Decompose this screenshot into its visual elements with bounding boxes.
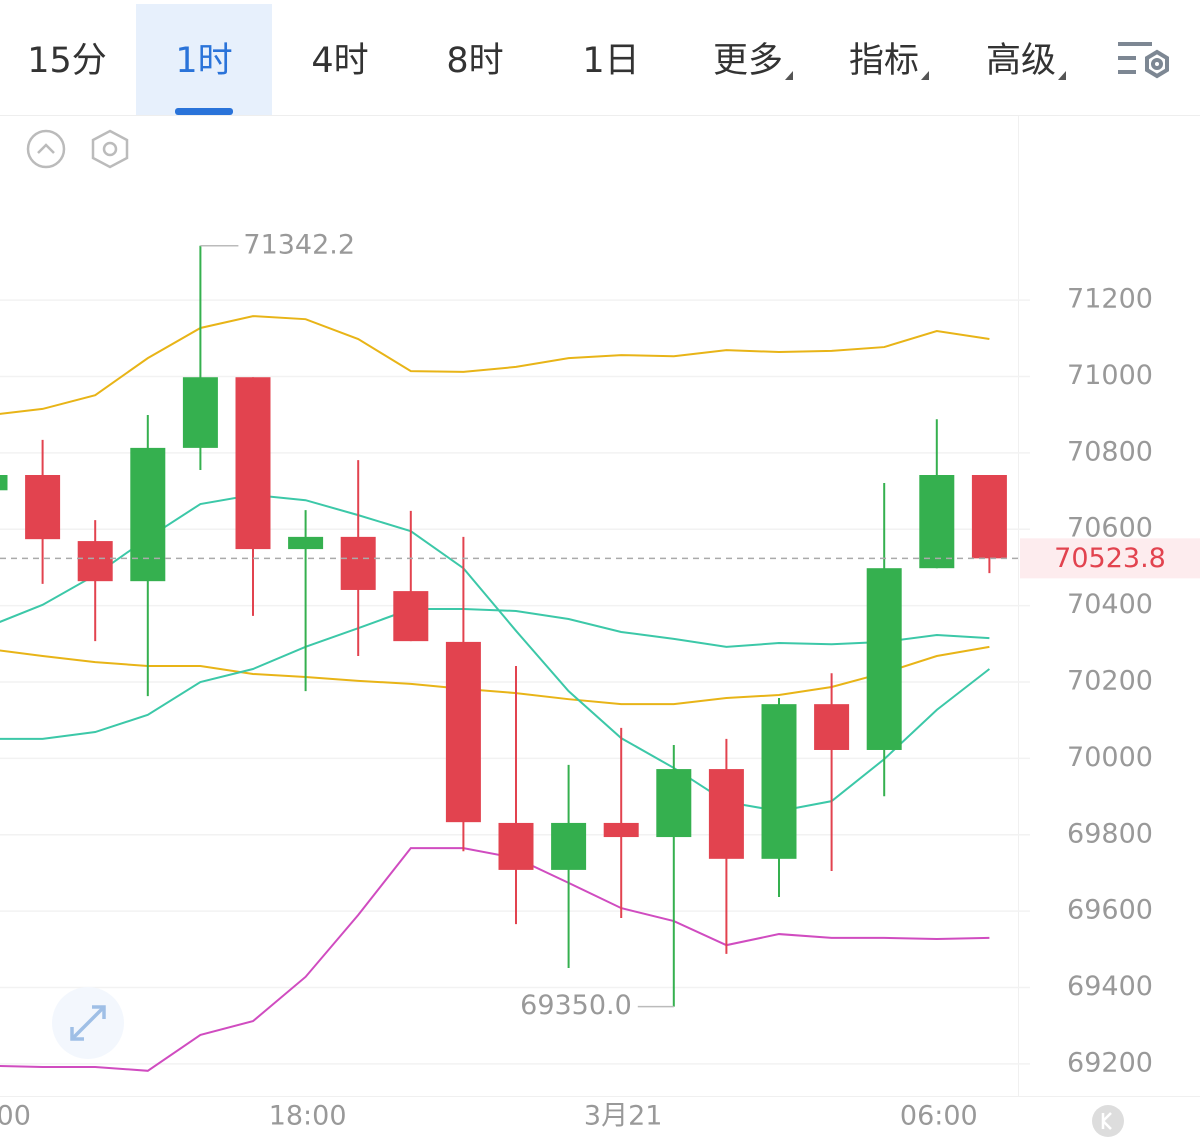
candle-body — [919, 475, 955, 569]
collapse-icon[interactable] — [26, 129, 66, 169]
candle-body — [708, 769, 744, 859]
tab[interactable]: 8时 — [446, 41, 503, 81]
indicator-line — [0, 645, 990, 706]
overlay: 6920069400696006980070000702007040070600… — [0, 229, 1200, 1132]
y-tick-label: 71000 — [1067, 360, 1153, 391]
candle-body — [445, 641, 481, 823]
settings-icon[interactable] — [91, 129, 129, 169]
tab[interactable]: 1日 — [582, 41, 639, 81]
candle-body — [340, 536, 376, 590]
last-price-label: 70523.8 — [1054, 543, 1166, 574]
candle-body — [393, 591, 429, 642]
x-tick-label: 06:00 — [900, 1101, 978, 1132]
candle-body — [814, 704, 850, 750]
k-icon[interactable] — [1092, 1105, 1124, 1137]
tab[interactable]: 高级 — [986, 41, 1056, 81]
candle-body — [498, 822, 534, 870]
indicator-line — [0, 608, 990, 740]
y-tick-label: 71200 — [1067, 284, 1153, 315]
y-tick-label: 69600 — [1067, 895, 1153, 926]
y-tick-label: 69200 — [1067, 1047, 1153, 1078]
active-tab-underline — [175, 108, 233, 115]
plot — [0, 245, 1018, 1072]
tab[interactable]: 更多 — [713, 41, 783, 81]
candle-body — [971, 475, 1007, 559]
tabs: 15分 1时 4时 8时 1日 更多 指标 高级 — [27, 41, 1066, 81]
candle-body — [182, 377, 218, 448]
low-label: 69350.0 — [520, 990, 632, 1021]
candle-body — [288, 536, 324, 550]
candle-body — [235, 377, 271, 550]
y-tick-label: 70200 — [1067, 666, 1153, 697]
candle-body — [656, 769, 692, 838]
x-tick-label: 3月21 — [584, 1101, 663, 1132]
dropdown-marker — [921, 71, 929, 80]
y-tick-label: 70400 — [1067, 589, 1153, 620]
high-label: 71342.2 — [243, 229, 355, 260]
tab[interactable]: 1时 — [175, 41, 232, 81]
candle-body — [0, 475, 8, 491]
x-tick-label: 12:00 — [0, 1101, 31, 1132]
candle-body — [25, 475, 61, 540]
last-price-bg — [1020, 538, 1200, 579]
indicator-line — [0, 315, 990, 415]
x-tick-label: 18:00 — [269, 1101, 347, 1132]
candle-body — [761, 704, 797, 859]
y-tick-label: 69800 — [1067, 818, 1153, 849]
dropdown-marker — [1058, 71, 1066, 80]
candle-body — [603, 822, 639, 838]
tab[interactable]: 15分 — [27, 41, 107, 81]
candle-body — [866, 568, 902, 750]
expand-icon[interactable] — [52, 987, 124, 1059]
toolbar-settings-icon[interactable] — [1118, 42, 1169, 79]
dropdown-marker — [785, 71, 793, 80]
candle-body — [551, 822, 587, 870]
candle-body — [130, 447, 166, 582]
y-tick-label: 70800 — [1067, 436, 1153, 467]
active-tab-bg — [136, 4, 272, 115]
y-tick-label: 69400 — [1067, 971, 1153, 1002]
y-tick-label: 70000 — [1067, 742, 1153, 773]
tab[interactable]: 4时 — [311, 41, 368, 81]
candle-body — [77, 541, 113, 582]
indicator-line — [0, 847, 990, 1072]
tab[interactable]: 指标 — [849, 41, 919, 81]
